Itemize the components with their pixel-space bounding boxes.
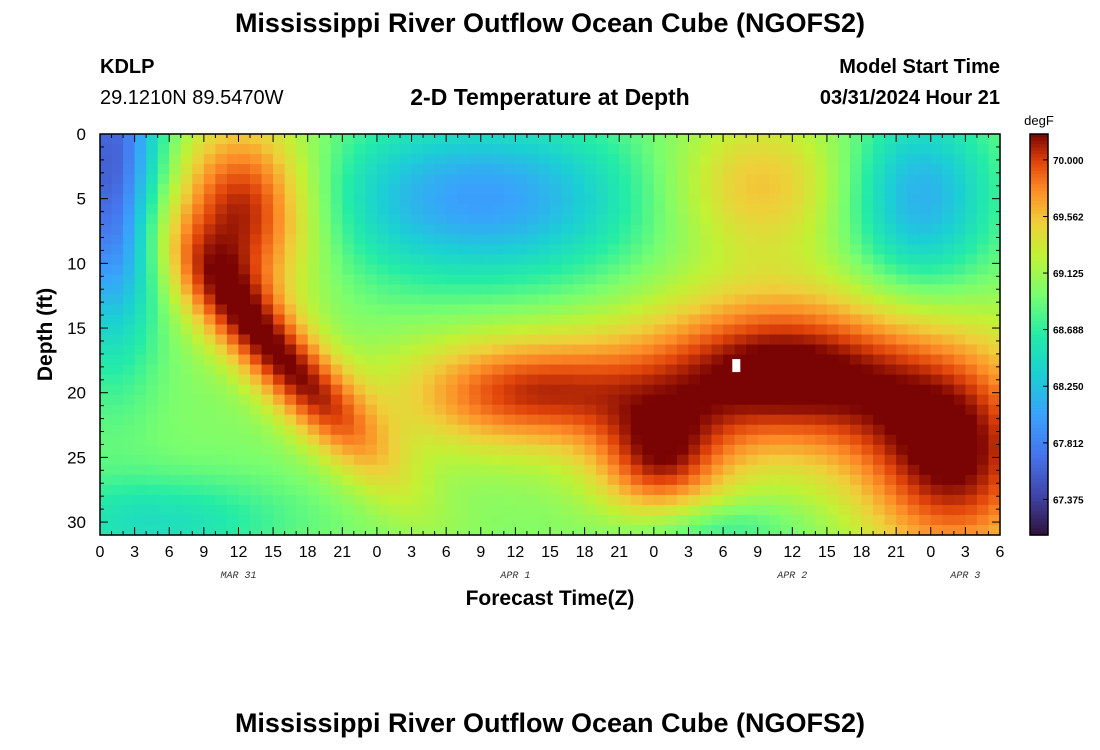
colorbar-frame — [1029, 133, 1049, 536]
x-tick-label: 0 — [96, 544, 105, 561]
y-tick-label: 0 — [77, 125, 86, 144]
x-tick-label: 18 — [299, 544, 317, 561]
x-tick-label: 21 — [610, 544, 628, 561]
colorbar-tick-label: 67.812 — [1053, 439, 1084, 450]
colorbar-tick-label: 69.562 — [1053, 213, 1084, 224]
y-tick-label: 30 — [67, 513, 86, 532]
colorbar-tick-label: 69.125 — [1053, 269, 1084, 280]
x-tick-label: 18 — [576, 544, 594, 561]
footer-title: Mississippi River Outflow Ocean Cube (NG… — [234, 708, 866, 738]
date-label: APR 3 — [949, 571, 980, 582]
x-tick-label: 9 — [476, 544, 485, 561]
x-tick-label: 21 — [333, 544, 351, 561]
page-title: Mississippi River Outflow Ocean Cube (NG… — [234, 8, 866, 38]
colorbar-tick-label: 68.688 — [1053, 326, 1084, 337]
x-tick-label: 21 — [887, 544, 905, 561]
y-tick-label: 5 — [77, 190, 86, 209]
y-tick-label: 10 — [67, 254, 86, 273]
date-label: MAR 31 — [220, 571, 256, 582]
x-tick-label: 15 — [264, 544, 282, 561]
y-axis-label: Depth (ft) — [34, 288, 57, 381]
x-tick-label: 3 — [684, 544, 693, 561]
y-tick-label: 25 — [67, 448, 86, 467]
x-axis-label: Forecast Time(Z) — [466, 587, 635, 610]
station-marker — [732, 359, 741, 373]
colorbar — [1030, 134, 1048, 536]
x-tick-label: 6 — [442, 544, 451, 561]
x-tick-label: 9 — [199, 544, 208, 561]
x-tick-label: 12 — [783, 544, 801, 561]
model-start-time: 03/31/2024 Hour 21 — [819, 87, 1000, 109]
x-tick-label: 12 — [506, 544, 524, 561]
x-tick-label: 15 — [818, 544, 836, 561]
date-label: APR 1 — [499, 571, 530, 582]
x-tick-label: 6 — [165, 544, 174, 561]
y-tick-label: 15 — [67, 319, 86, 338]
date-label: APR 2 — [776, 571, 807, 582]
station-coordinates: 29.1210N 89.5470W — [100, 87, 284, 109]
x-tick-label: 15 — [541, 544, 559, 561]
heatmap-cells — [100, 134, 1001, 536]
x-tick-label: 0 — [926, 544, 935, 561]
colorbar-unit: degF — [1024, 113, 1054, 128]
colorbar-tick-label: 68.250 — [1053, 382, 1084, 393]
x-tick-label: 3 — [130, 544, 139, 561]
colorbar-tick-label: 70.000 — [1053, 156, 1084, 167]
x-tick-label: 12 — [230, 544, 248, 561]
x-tick-label: 18 — [853, 544, 871, 561]
colorbar-tick-label: 67.375 — [1053, 495, 1084, 506]
y-tick-label: 20 — [67, 384, 86, 403]
chart-subtitle: 2-D Temperature at Depth — [410, 84, 690, 110]
x-tick-label: 6 — [719, 544, 728, 561]
model-start-label: Model Start Time — [839, 56, 1000, 78]
x-tick-label: 3 — [407, 544, 416, 561]
x-tick-label: 0 — [649, 544, 658, 561]
x-tick-label: 3 — [961, 544, 970, 561]
x-tick-label: 0 — [372, 544, 381, 561]
station-id: KDLP — [100, 56, 155, 78]
x-tick-label: 6 — [996, 544, 1005, 561]
x-tick-label: 9 — [753, 544, 762, 561]
